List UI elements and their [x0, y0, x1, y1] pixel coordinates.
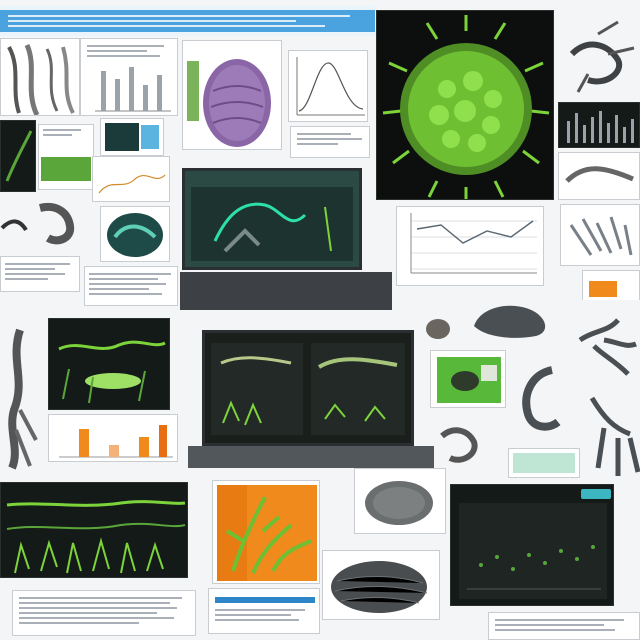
right-sketch-doc-1 [558, 152, 640, 200]
right-sketch-doc-2 [560, 204, 640, 266]
doc-text-lines [297, 133, 365, 148]
dark-green-plot [58, 340, 166, 404]
dark-blob-specimen [474, 305, 546, 338]
doc-text-lines [215, 609, 315, 624]
green-bottom-left-panel [0, 482, 188, 578]
line-doc-under-blue [92, 156, 170, 202]
bottom-center-doc [208, 588, 320, 634]
blue-screen-block [105, 123, 139, 151]
orange-chip [589, 281, 617, 297]
top-left-chart-doc [80, 38, 178, 116]
grey-cone-specimen-panel [322, 550, 440, 620]
doc-text-lines [43, 129, 91, 139]
top-right-sketch-panel [558, 14, 640, 98]
teal-label-doc [508, 448, 580, 478]
left-text-doc [0, 256, 80, 292]
tentacle-sketch [578, 318, 637, 376]
small-doc-under-curve [290, 126, 370, 158]
dashboard-plot [459, 503, 607, 599]
line-chart-center-right [410, 213, 537, 274]
laptop-center-keyboard [188, 446, 438, 468]
dark-panel-left-small [0, 120, 36, 192]
dashboard-teal-badge [581, 489, 611, 499]
green-organism-render-panel [376, 10, 554, 200]
left-giraffe-sketch [0, 320, 44, 470]
left-text-doc-2 [84, 266, 178, 306]
grey-texture-specimen [365, 481, 433, 525]
mini-line-plot [98, 174, 166, 194]
small-blob-specimen [420, 314, 456, 344]
green-grid-block [41, 157, 91, 181]
claw-sketch [589, 396, 640, 476]
laptop-top-display [185, 171, 359, 267]
green-bottom-left-plot [6, 500, 186, 574]
grey-cone-specimen [331, 561, 428, 613]
bar-chart-sketch [95, 67, 171, 112]
dark-plant-image [5, 130, 33, 182]
laptop-center-screen [202, 330, 414, 446]
doc-text-lines [19, 597, 191, 627]
doc-text-lines [89, 273, 175, 298]
small-blob [426, 319, 450, 339]
teal-specimen-doc [100, 206, 170, 262]
small-dark-chart-top-right [558, 102, 640, 148]
organic-sketch [7, 43, 75, 115]
green-organism-image [382, 15, 550, 199]
right-middle-sketch [508, 364, 574, 440]
purple-specimen-panel [182, 40, 282, 150]
tall-specimen-sketch [8, 328, 38, 470]
doc-text-lines [5, 263, 77, 283]
curved-specimen-sketch [0, 203, 75, 245]
green-photo [437, 357, 501, 403]
blue-screen-accent [141, 125, 159, 149]
orange-plant-image [217, 485, 317, 581]
doc-blue-strip [215, 597, 315, 603]
top-left-document [0, 38, 80, 116]
grey-texture-specimen-panel [354, 468, 446, 534]
specimen-sketch [565, 166, 634, 183]
green-photo-doc [430, 350, 506, 408]
center-dark-specimen [466, 296, 556, 340]
teal-specimen-image [107, 213, 163, 257]
bottom-left-table-doc [12, 590, 196, 636]
right-claw-sketch [584, 388, 640, 480]
small-creature-sketch [440, 427, 478, 463]
header-text-lines [8, 15, 368, 30]
curve-plot-panel [288, 50, 368, 122]
top-blue-header-document [0, 6, 375, 36]
orange-plant-panel [212, 480, 320, 584]
laptop-top-keyboard [180, 272, 392, 310]
orange-bars-doc [48, 414, 178, 462]
root-sketch [569, 216, 633, 256]
doc-text-lines [495, 619, 635, 634]
right-tentacle-sketch [574, 300, 640, 382]
doc-text-lines [87, 45, 173, 60]
purple-specimen-image [187, 59, 271, 147]
green-grid-doc [38, 124, 94, 190]
line-chart-center-right-panel [396, 206, 544, 286]
laptop-center-display [205, 333, 411, 443]
orange-bar-chart [59, 425, 173, 458]
dark-green-panel-left [48, 318, 170, 410]
dark-dashboard-bottom-right [450, 484, 614, 606]
left-middle-sketch [0, 198, 92, 254]
bottom-right-doc [488, 612, 640, 640]
blue-screen-doc [100, 118, 164, 156]
hook-specimen-sketch [522, 366, 561, 431]
dark-specimen-sketch [569, 20, 635, 93]
laptop-top-screen [182, 168, 362, 270]
curve-plot [296, 57, 365, 116]
teal-label-block [513, 453, 575, 473]
dark-mini-chart [567, 111, 634, 143]
under-laptop-sketch [434, 416, 484, 470]
orange-chip-doc [582, 270, 640, 304]
